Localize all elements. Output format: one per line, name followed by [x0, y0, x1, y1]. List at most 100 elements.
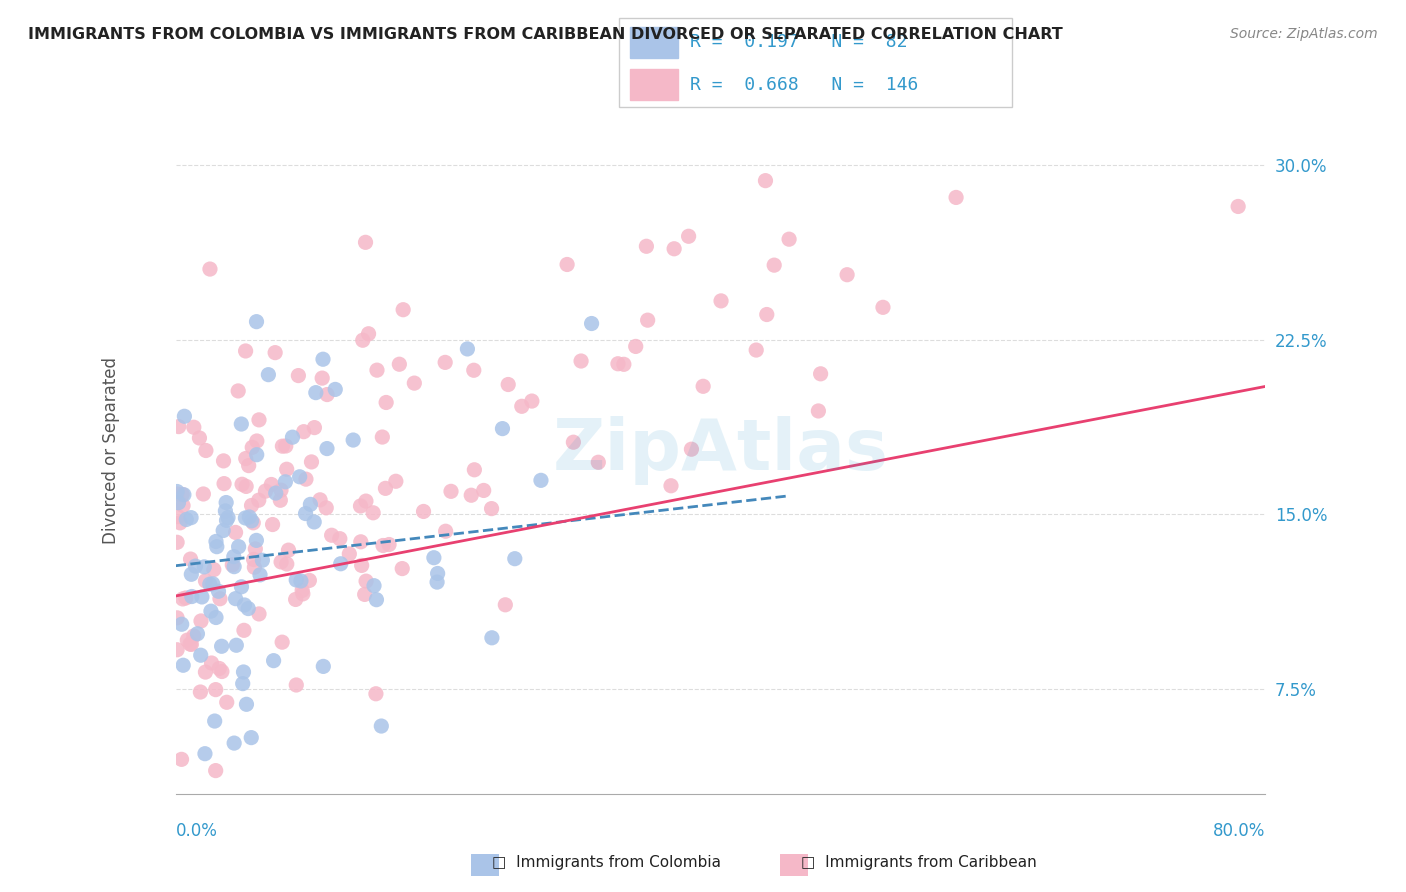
- Point: [225, 591, 247, 606]
- Point: [520, 394, 543, 409]
- Point: [264, 486, 287, 500]
- Point: [374, 481, 396, 495]
- Point: [193, 560, 215, 574]
- Point: [350, 534, 373, 549]
- Point: [247, 493, 270, 508]
- Point: [174, 591, 197, 605]
- Point: [662, 242, 685, 256]
- Point: [463, 463, 485, 477]
- Point: [562, 435, 585, 450]
- Point: [292, 425, 315, 439]
- Point: [581, 317, 603, 331]
- Point: [277, 543, 299, 558]
- Point: [232, 665, 254, 679]
- Point: [460, 488, 482, 502]
- Point: [166, 611, 188, 625]
- Point: [205, 610, 228, 624]
- Point: [235, 451, 257, 466]
- Point: [243, 560, 266, 574]
- Point: [172, 658, 194, 673]
- Point: [434, 524, 457, 539]
- Point: [810, 367, 832, 381]
- Point: [404, 376, 426, 391]
- Point: [302, 515, 325, 529]
- Point: [215, 513, 238, 527]
- Point: [370, 719, 392, 733]
- Point: [249, 567, 271, 582]
- Point: [607, 357, 630, 371]
- Text: R =  0.197   N =  82: R = 0.197 N = 82: [689, 33, 907, 51]
- Point: [231, 580, 253, 594]
- Point: [211, 665, 233, 679]
- Point: [321, 528, 343, 542]
- Point: [212, 476, 235, 491]
- Point: [754, 174, 776, 188]
- Point: [357, 326, 380, 341]
- Point: [247, 413, 270, 427]
- Point: [366, 592, 388, 607]
- Point: [231, 417, 253, 431]
- Point: [269, 493, 291, 508]
- Point: [167, 509, 190, 524]
- Point: [235, 511, 257, 525]
- Point: [240, 441, 263, 455]
- Point: [238, 510, 260, 524]
- Point: [198, 577, 221, 591]
- Point: [226, 384, 249, 398]
- Point: [366, 363, 388, 377]
- Point: [190, 614, 212, 628]
- Point: [180, 510, 202, 524]
- Point: [233, 624, 256, 638]
- Point: [872, 301, 894, 315]
- Point: [291, 583, 314, 598]
- Point: [778, 232, 800, 246]
- Point: [215, 695, 238, 709]
- Point: [205, 534, 228, 549]
- Point: [235, 343, 257, 358]
- Point: [180, 552, 202, 566]
- Point: [193, 487, 215, 501]
- Point: [225, 525, 247, 540]
- Point: [364, 687, 387, 701]
- Point: [284, 592, 307, 607]
- Point: [378, 537, 401, 551]
- Point: [166, 535, 188, 549]
- Point: [636, 239, 658, 253]
- Point: [240, 499, 263, 513]
- Point: [276, 462, 298, 476]
- Point: [194, 574, 217, 588]
- Point: [247, 607, 270, 621]
- Point: [434, 355, 457, 369]
- Point: [371, 539, 394, 553]
- Point: [235, 698, 257, 712]
- Point: [245, 533, 267, 548]
- Point: [191, 590, 214, 604]
- Point: [613, 357, 636, 371]
- Point: [423, 550, 446, 565]
- Point: [274, 439, 297, 453]
- Text: 80.0%: 80.0%: [1213, 822, 1265, 840]
- Point: [271, 439, 294, 453]
- Point: [214, 504, 236, 518]
- Point: [316, 387, 339, 401]
- Point: [311, 371, 333, 385]
- Point: [503, 551, 526, 566]
- Text: □  Immigrants from Caribbean: □ Immigrants from Caribbean: [801, 855, 1038, 870]
- Point: [240, 731, 263, 745]
- Point: [231, 477, 253, 491]
- Point: [176, 512, 198, 526]
- Point: [312, 352, 335, 367]
- Point: [166, 642, 188, 657]
- Y-axis label: Divorced or Separated: Divorced or Separated: [103, 357, 120, 544]
- Point: [287, 368, 309, 383]
- Point: [184, 559, 207, 574]
- Point: [354, 494, 377, 508]
- Point: [481, 501, 503, 516]
- Point: [426, 575, 449, 590]
- Point: [353, 587, 375, 601]
- Point: [204, 714, 226, 728]
- Point: [659, 479, 682, 493]
- Point: [211, 640, 233, 654]
- Point: [180, 590, 202, 604]
- Point: [169, 516, 191, 530]
